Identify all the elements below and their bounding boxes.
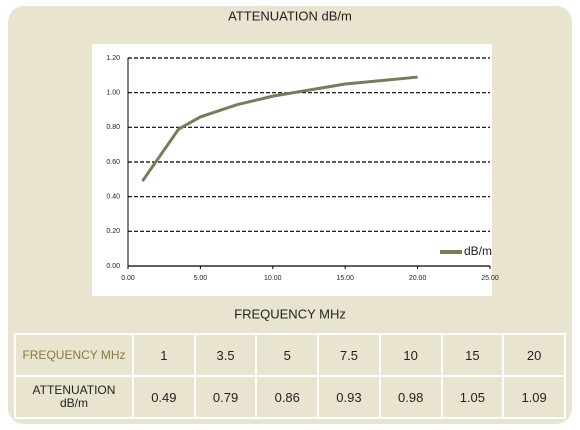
table-cell: 10 — [378, 333, 443, 377]
table-cell: 1.05 — [440, 375, 505, 419]
data-line — [141, 75, 418, 182]
table-row: ATTENUATION dB/m 0.49 0.79 0.86 0.93 0.98 1.05… — [14, 375, 566, 419]
row-header: FREQUENCY MHz — [14, 333, 134, 377]
x-tick-label: 5.00 — [194, 275, 208, 282]
y-tick-label: 0.00 — [106, 263, 120, 270]
chart-title: ATTENUATION dB/m — [228, 8, 352, 23]
x-axis-label: FREQUENCY MHz — [234, 306, 346, 321]
table-cell: 15 — [440, 333, 505, 377]
table-cell: 0.93 — [317, 375, 381, 419]
table-cell: 0.49 — [132, 375, 196, 419]
table-cell: 7.5 — [317, 333, 381, 377]
y-tick-label: 0.60 — [106, 159, 120, 166]
x-tick-label: 25.00 — [481, 275, 499, 282]
table-cell: 1.09 — [502, 375, 566, 419]
table-cell: 0.79 — [193, 375, 258, 419]
y-tick-label: 0.80 — [106, 124, 120, 131]
x-tick-label: 15.00 — [336, 275, 354, 282]
table-cell: 5 — [255, 333, 320, 377]
y-tick-label: 0.40 — [106, 194, 120, 201]
y-tick-label: 1.20 — [106, 55, 120, 62]
x-tick-label: 10.00 — [264, 275, 282, 282]
row-header: ATTENUATION dB/m — [14, 375, 134, 419]
plot-area — [92, 44, 492, 296]
table-cell: 20 — [502, 333, 566, 377]
table-cell: 0.86 — [255, 375, 320, 419]
data-table: FREQUENCY MHz 1 3.5 5 7.5 10 15 20 ATTENUATION d… — [14, 333, 566, 419]
y-tick-label: 1.00 — [106, 90, 120, 97]
table-cell: 1 — [132, 333, 196, 377]
x-tick-label: 20.00 — [409, 275, 427, 282]
chart: ATTENUATION dB/m FREQUENCY MHz 0.00 0.20 0… — [92, 8, 499, 321]
x-tick-label: 0.00 — [121, 275, 135, 282]
table-row: FREQUENCY MHz 1 3.5 5 7.5 10 15 20 — [14, 333, 566, 377]
table-cell: 0.98 — [378, 375, 443, 419]
legend-label: dB/m — [464, 244, 492, 258]
table-cell: 3.5 — [193, 333, 258, 377]
y-tick-label: 0.20 — [106, 228, 120, 235]
